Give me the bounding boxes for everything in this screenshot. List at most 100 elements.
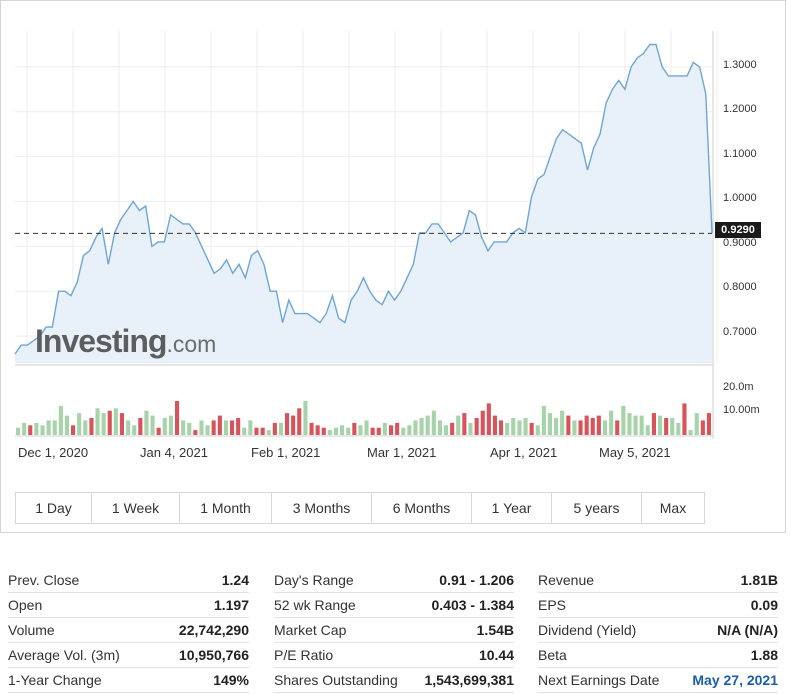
stat-row: Average Vol. (3m) 10,950,766 (8, 643, 249, 668)
volume-bar (437, 420, 442, 435)
price-chart[interactable] (1, 1, 787, 534)
volume-bar (633, 415, 638, 435)
range-button-5-years[interactable]: 5 years (552, 493, 642, 523)
volume-bar (566, 415, 571, 435)
volume-bar (168, 415, 173, 435)
volume-bar (248, 420, 253, 435)
volume-bar (260, 427, 265, 435)
stat-label: Next Earnings Date (538, 672, 660, 688)
volume-bar (162, 418, 167, 435)
stat-row: Volume 22,742,290 (8, 618, 249, 643)
volume-bar (278, 422, 283, 435)
stat-value: 1.81B (740, 572, 778, 588)
volume-bar (138, 418, 143, 435)
price-axis-tick: 0.8000 (723, 281, 757, 293)
volume-bar (83, 420, 88, 435)
volume-bar (651, 413, 656, 435)
stat-row: Shares Outstanding 1,543,699,381 (274, 668, 514, 693)
stat-value: 10.44 (478, 647, 514, 663)
volume-bar (144, 410, 149, 435)
volume-bar (523, 418, 528, 435)
stat-label: Prev. Close (8, 572, 80, 588)
volume-bar (309, 422, 314, 435)
volume-bar (499, 420, 504, 435)
stats-column: Revenue 1.81B EPS 0.09 Dividend (Yield) N/A… (538, 568, 778, 693)
volume-bar (291, 415, 296, 435)
volume-bar (333, 427, 338, 435)
volume-bar (77, 413, 82, 435)
volume-bar (132, 425, 137, 435)
stat-value: 0.403 - 1.384 (431, 597, 514, 613)
stat-row: Revenue 1.81B (538, 568, 778, 593)
volume-bar (285, 413, 290, 435)
volume-bar (34, 422, 39, 435)
volume-bar (676, 422, 681, 435)
date-axis-tick: Jan 4, 2021 (140, 445, 208, 460)
volume-bar (541, 405, 546, 435)
stat-value: 0.09 (750, 597, 778, 613)
volume-bar (694, 413, 699, 435)
stat-value: 22,742,290 (178, 622, 249, 638)
volume-bar (376, 427, 381, 435)
range-button-1-year[interactable]: 1 Year (472, 493, 552, 523)
range-button-1-month[interactable]: 1 Month (180, 493, 272, 523)
stat-value: 1.54B (476, 622, 514, 638)
volume-bar (193, 430, 198, 435)
volume-bar (95, 408, 100, 435)
stat-value: N/A (N/A) (717, 622, 778, 638)
volume-bar (315, 425, 320, 435)
stat-row: P/E Ratio 10.44 (274, 643, 514, 668)
range-button-1-day[interactable]: 1 Day (16, 493, 92, 523)
stat-label: Open (8, 597, 43, 613)
stat-value: 149% (213, 672, 249, 688)
volume-bar (52, 420, 57, 435)
volume-bar (419, 418, 424, 435)
volume-bar (352, 422, 357, 435)
stat-label: Revenue (538, 572, 595, 588)
volume-bar (71, 425, 76, 435)
volume-bar (346, 427, 351, 435)
volume-bar (364, 420, 369, 435)
stat-row: Dividend (Yield) N/A (N/A) (538, 618, 778, 643)
volume-bar (578, 420, 583, 435)
price-axis-tick: 1.3000 (723, 59, 757, 71)
volume-bar (486, 403, 491, 435)
volume-bar (46, 420, 51, 435)
volume-bar (358, 425, 363, 435)
date-axis-tick: Mar 1, 2021 (367, 445, 437, 460)
volume-bar (126, 420, 131, 435)
volume-bar (492, 415, 497, 435)
volume-bar (242, 427, 247, 435)
volume-bar (413, 420, 418, 435)
volume-bar (223, 420, 228, 435)
next-earnings-date-link[interactable]: May 27, 2021 (692, 672, 778, 688)
range-button-6-months[interactable]: 6 Months (372, 493, 472, 523)
price-area-fill (15, 44, 712, 363)
volume-bar (28, 425, 33, 435)
volume-bar (480, 410, 485, 435)
stat-row[interactable]: Next Earnings Date May 27, 2021 (538, 668, 778, 693)
volume-axis-tick: 10.00m (723, 404, 760, 416)
volume-bar (303, 401, 308, 435)
volume-bar (321, 427, 326, 435)
date-axis-tick: Dec 1, 2020 (18, 445, 89, 460)
volume-bar (444, 425, 449, 435)
stat-row: Day's Range 0.91 - 1.206 (274, 568, 514, 593)
stat-row: Open 1.197 (8, 593, 249, 618)
range-button-max[interactable]: Max (642, 493, 704, 523)
current-price-badge: 0.9290 (715, 222, 761, 238)
volume-bar (462, 413, 467, 435)
stat-row: EPS 0.09 (538, 593, 778, 618)
range-button-3-months[interactable]: 3 Months (272, 493, 372, 523)
volume-bar (560, 410, 565, 435)
volume-bar (211, 420, 216, 435)
volume-bar (175, 401, 180, 435)
volume-bar (205, 425, 210, 435)
stat-label: 1-Year Change (8, 672, 102, 688)
volume-bar (407, 425, 412, 435)
volume-axis-tick: 20.0m (723, 381, 754, 393)
volume-bar (615, 420, 620, 435)
volume-bar (547, 413, 552, 435)
range-button-1-week[interactable]: 1 Week (92, 493, 180, 523)
volume-bar (113, 408, 118, 435)
